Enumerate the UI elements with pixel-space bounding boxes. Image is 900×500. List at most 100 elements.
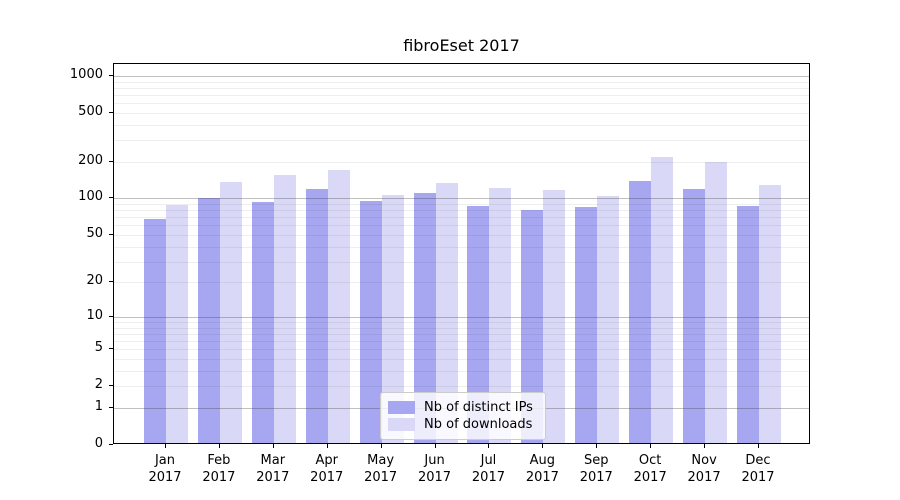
gridline-minor <box>114 333 809 335</box>
gridline-minor <box>114 282 809 284</box>
x-tick-year: 2017 <box>256 470 290 485</box>
x-tick-month: Mar <box>260 453 286 468</box>
gridline-minor <box>114 217 809 219</box>
y-tick-label: 200 <box>78 152 103 168</box>
x-tick-month: Aug <box>529 453 556 468</box>
x-axis-tick <box>218 444 220 448</box>
gridline-minor <box>114 112 809 114</box>
x-tick-label: Oct 2017 <box>620 452 680 486</box>
y-tick-label: 500 <box>78 103 103 119</box>
bar-ips-aug <box>521 210 544 443</box>
bar-downloads-sep <box>597 195 620 443</box>
x-tick-label: May 2017 <box>351 452 411 486</box>
x-tick-year: 2017 <box>471 470 505 485</box>
y-tick-label: 100 <box>78 189 103 205</box>
bar-ips-jan <box>144 219 166 443</box>
x-axis-tick <box>596 444 598 448</box>
gridline-minor <box>114 327 809 329</box>
x-tick-label: Dec 2017 <box>728 452 788 486</box>
bar-ips-jun <box>413 192 436 443</box>
x-tick-year: 2017 <box>741 470 775 485</box>
legend-item-downloads: Nb of downloads <box>388 416 537 433</box>
x-tick-month: Jul <box>480 453 497 468</box>
x-tick-year: 2017 <box>364 470 398 485</box>
x-tick-month: Jun <box>424 453 445 468</box>
gridline-minor <box>114 94 809 96</box>
bar-downloads-may <box>381 194 404 443</box>
gridline-minor <box>114 341 809 343</box>
gridline-minor <box>114 370 809 372</box>
x-tick-year: 2017 <box>148 470 182 485</box>
x-tick-year: 2017 <box>633 470 667 485</box>
gridline-minor <box>114 161 809 163</box>
legend-label-distinct-ips: Nb of distinct IPs <box>424 400 533 415</box>
y-axis-tick <box>109 111 113 113</box>
gridline-minor <box>114 246 809 248</box>
bar-ips-apr <box>305 189 328 443</box>
bar-downloads-aug <box>543 189 566 443</box>
x-tick-year: 2017 <box>310 470 344 485</box>
x-axis-tick <box>165 444 166 448</box>
gridline-minor <box>114 225 809 227</box>
bar-ips-may <box>359 200 382 443</box>
x-axis-tick <box>542 444 544 448</box>
gridline-minor <box>114 103 809 105</box>
x-tick-year: 2017 <box>417 470 452 485</box>
legend-swatch-downloads <box>388 418 415 431</box>
y-tick-label: 0 <box>94 436 103 451</box>
plot-area <box>113 63 810 444</box>
y-tick-label: 10 <box>86 307 103 323</box>
y-tick-label: 50 <box>86 225 103 241</box>
x-tick-month: Oct <box>638 453 662 468</box>
bar-ips-mar <box>251 202 274 443</box>
y-axis-tick <box>109 406 113 408</box>
x-tick-month: Jan <box>154 453 176 468</box>
x-axis-tick <box>650 444 652 448</box>
y-axis-tick <box>109 315 113 317</box>
legend: Nb of distinct IPs Nb of downloads <box>380 392 546 440</box>
x-axis-tick <box>272 444 274 448</box>
gridline-minor <box>114 124 809 126</box>
x-tick-year: 2017 <box>687 470 721 485</box>
chart-title: fibroEset 2017 <box>403 36 520 55</box>
x-axis-tick <box>758 444 759 448</box>
x-tick-year: 2017 <box>525 470 559 485</box>
x-axis-tick <box>434 444 436 448</box>
y-tick-label: 20 <box>86 273 103 289</box>
x-tick-label: Jun 2017 <box>405 452 465 486</box>
bar-downloads-jan <box>166 205 188 443</box>
gridline-minor <box>114 261 809 263</box>
y-axis-tick <box>109 348 113 350</box>
x-tick-month: Feb <box>207 453 231 468</box>
x-tick-month: Apr <box>315 453 338 468</box>
bar-ips-oct <box>629 181 652 443</box>
bar-downloads-oct <box>651 157 674 443</box>
gridline-minor <box>114 386 809 388</box>
gridline-minor <box>114 234 809 236</box>
gridline-minor <box>114 359 809 361</box>
x-tick-month: Dec <box>745 453 771 468</box>
legend-swatch-distinct-ips <box>388 401 415 414</box>
bar-downloads-dec <box>759 185 781 443</box>
gridline-minor <box>114 87 809 89</box>
gridline-minor <box>114 204 809 205</box>
bar-ips-dec <box>737 206 759 443</box>
x-tick-label: Feb 2017 <box>189 452 249 486</box>
bar-downloads-jul <box>489 188 512 443</box>
x-axis-tick <box>326 444 328 448</box>
gridline-minor <box>114 81 809 83</box>
gridline-major <box>114 75 809 77</box>
bar-downloads-nov <box>705 161 728 443</box>
x-tick-month: Sep <box>584 453 609 468</box>
y-tick-label: 1000 <box>69 66 103 82</box>
gridline-minor <box>114 321 809 323</box>
gridline-major <box>114 316 809 318</box>
y-tick-label: 1 <box>94 398 103 414</box>
bar-downloads-mar <box>273 174 296 443</box>
bar-ips-sep <box>575 206 598 443</box>
bar-downloads-jun <box>435 182 458 443</box>
x-tick-label: Nov 2017 <box>674 452 734 486</box>
y-axis-tick <box>109 74 113 76</box>
x-tick-label: Jul 2017 <box>458 452 518 486</box>
bar-ips-jul <box>467 206 490 443</box>
